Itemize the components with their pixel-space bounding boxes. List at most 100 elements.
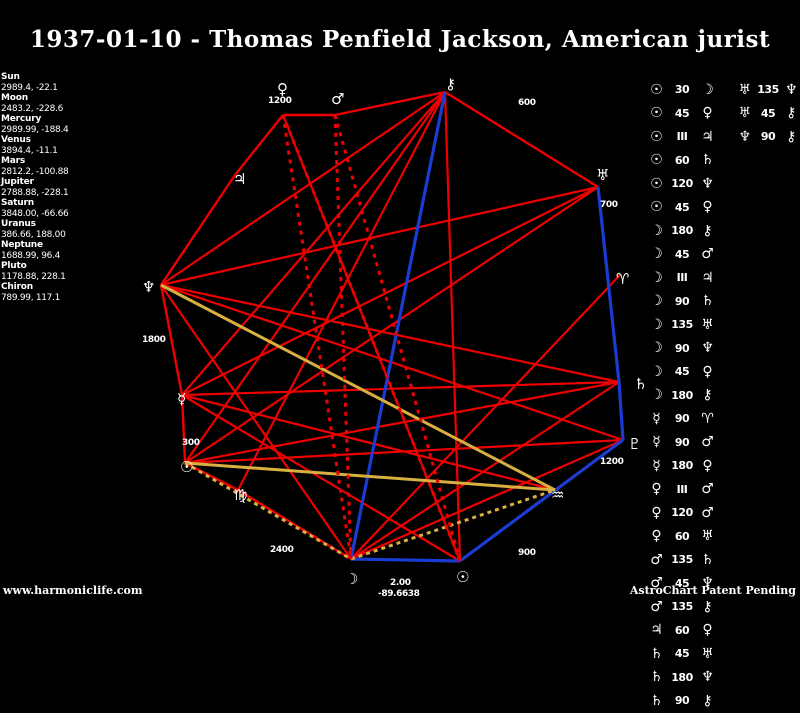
aspect-angle: 90 — [674, 694, 690, 708]
ephemeris-planet-value: 1178.88, 228.1 — [1, 271, 66, 282]
aspect-row[interactable]: ♂ 135 ♄ — [648, 548, 734, 572]
aspect-line — [181, 380, 620, 397]
aspect-angle: 180 — [671, 459, 693, 473]
aspect-line — [159, 284, 184, 396]
degree-label: 600 — [518, 98, 536, 108]
neptune-icon: ♆ — [738, 128, 752, 145]
aspect-line — [181, 394, 461, 562]
venus-icon: ♀ — [702, 199, 713, 216]
aspect-row[interactable]: ☽ III ♃ — [648, 266, 734, 290]
ephemeris-planet-name: Venus — [1, 135, 31, 145]
sun-icon: ☉ — [650, 105, 663, 122]
aspect-angle: 60 — [674, 623, 690, 637]
aspect-row[interactable]: ☽ 180 ⚷ — [648, 384, 734, 408]
aspect-row[interactable]: ♄ 180 ♆ — [648, 666, 734, 690]
degree-label: 1200 — [268, 96, 292, 106]
mars-icon: ♂ — [650, 575, 663, 592]
aspect-row[interactable]: ☿ 90 ♈ — [648, 407, 734, 431]
ephemeris-planet-value: 2989.99, -188.4 — [1, 124, 69, 135]
aspect-line — [184, 461, 352, 561]
aspect-angle: 90 — [674, 341, 690, 355]
sun-icon: ☉ — [650, 81, 663, 98]
aspect-row[interactable]: ☽ 135 ♅ — [648, 313, 734, 337]
patent-notice: AstroChart Patent Pending — [629, 584, 796, 597]
mars-icon: ♂ — [701, 504, 714, 521]
aspect-angle: 45 — [674, 365, 690, 379]
aspect-list-column-2[interactable]: ♅ 135 ♆ ♅ 45 ⚷ ♆ 90 ⚷ — [737, 78, 799, 149]
aspect-row[interactable]: ☽ 45 ♂ — [648, 243, 734, 267]
aspect-row[interactable]: ♀ 120 ♂ — [648, 501, 734, 525]
moon-icon: ☽ — [650, 269, 663, 286]
moon-icon: ☽ — [650, 340, 663, 357]
aspect-row[interactable]: ♃ 60 ♀ — [648, 619, 734, 643]
neptune-icon: ♆ — [701, 340, 714, 357]
aspect-row[interactable]: ☽ 90 ♆ — [648, 337, 734, 361]
ephemeris-planet-value: 3848.00, -66.66 — [1, 208, 69, 219]
aspect-line — [237, 91, 446, 491]
mars-icon: ♂ — [701, 246, 714, 263]
uranus-icon: ♅ — [738, 105, 752, 122]
aspect-line — [181, 393, 556, 492]
aspect-row[interactable]: ☽ 90 ♄ — [648, 290, 734, 314]
aspect-line — [350, 274, 621, 560]
aspect-row[interactable]: ♄ 90 ⚷ — [648, 689, 734, 713]
degree-label: 1800 — [142, 335, 166, 345]
aspect-row[interactable]: ☉ 120 ♆ — [648, 172, 734, 196]
degree-label: 700 — [600, 200, 618, 210]
neptune-icon: ♆ — [701, 669, 714, 686]
ephemeris-row: Pluto 1178.88, 228.1 — [1, 261, 119, 282]
aspect-angle: 45 — [674, 106, 690, 120]
aspect-row[interactable]: ♄ 45 ♅ — [648, 642, 734, 666]
sun-icon: ☉ — [650, 199, 663, 216]
chiron-icon: ⚷ — [702, 222, 713, 239]
aspect-angle: 90 — [760, 130, 776, 144]
uranus-icon: ♅ — [738, 81, 752, 98]
degree-label: -89.6638 — [378, 589, 420, 599]
mercury-icon: ☿ — [652, 410, 661, 427]
aspect-row[interactable]: ♅ 45 ⚷ — [737, 102, 799, 126]
aspect-angle: 135 — [671, 553, 693, 567]
venus-icon: ♀ — [651, 528, 662, 545]
chiron-icon: ⚷ — [702, 387, 713, 404]
saturn-icon: ♄ — [701, 551, 714, 568]
aspect-row[interactable]: ♆ 90 ⚷ — [737, 125, 799, 149]
aspect-line — [160, 284, 352, 560]
aspect-row[interactable]: ☽ 180 ⚷ — [648, 219, 734, 243]
ephemeris-planet-name: Sun — [1, 72, 20, 82]
aspect-row[interactable]: ♅ 135 ♆ — [737, 78, 799, 102]
aspect-line — [350, 488, 556, 561]
mercury-icon: ☿ — [652, 434, 661, 451]
degree-label: 2400 — [270, 545, 294, 555]
sun-icon: ☉ — [650, 152, 663, 169]
moon-icon: ☽ — [650, 363, 663, 380]
aspect-row[interactable]: ☉ 30 ☽ — [648, 78, 734, 102]
uranus-icon: ♅ — [701, 316, 714, 333]
aspect-row[interactable]: ♀ III ♂ — [648, 478, 734, 502]
aspect-line — [181, 91, 446, 396]
aspect-row[interactable]: ☉ III ♃ — [648, 125, 734, 149]
ephemeris-row: Saturn 3848.00, -66.66 — [1, 198, 119, 219]
aspect-row[interactable]: ♂ 45 ♆ — [648, 572, 734, 596]
aspect-line — [281, 114, 462, 562]
moon-icon: ☽ — [650, 222, 663, 239]
aspect-angle: III — [676, 271, 688, 285]
aspect-row[interactable]: ☿ 180 ♀ — [648, 454, 734, 478]
aspect-angle: III — [676, 130, 688, 144]
ephemeris-planet-name: Uranus — [1, 219, 36, 229]
aspect-row[interactable]: ☿ 90 ♂ — [648, 431, 734, 455]
aspect-row[interactable]: ♀ 60 ♅ — [648, 525, 734, 549]
aspect-row[interactable]: ☉ 60 ♄ — [648, 149, 734, 173]
aspect-row[interactable]: ♂ 135 ⚷ — [648, 595, 734, 619]
aspect-list-column-1[interactable]: ☉ 30 ☽ ☉ 45 ♀ ☉ III ♃ ☉ 60 ♄ ☉ 120 ♆ ☉ 45 ♀ ☽ 180 ⚷ ☽ 45 ♂ ☽ III ♃… — [648, 78, 734, 713]
aspect-row[interactable]: ☉ 45 ♀ — [648, 102, 734, 126]
aspect-row[interactable]: ☽ 45 ♀ — [648, 360, 734, 384]
uranus-icon: ♅ — [701, 645, 714, 662]
aspect-line — [160, 91, 446, 286]
ephemeris-planet-value: 789.99, 117.1 — [1, 292, 61, 303]
ephemeris-planet-name: Chiron — [1, 282, 33, 292]
aspect-angle: 120 — [671, 506, 693, 520]
venus-icon: ♀ — [651, 481, 662, 498]
site-watermark: www.harmoniclife.com — [3, 584, 143, 597]
aspect-row[interactable]: ☉ 45 ♀ — [648, 196, 734, 220]
sun-icon: ☉ — [180, 458, 194, 476]
